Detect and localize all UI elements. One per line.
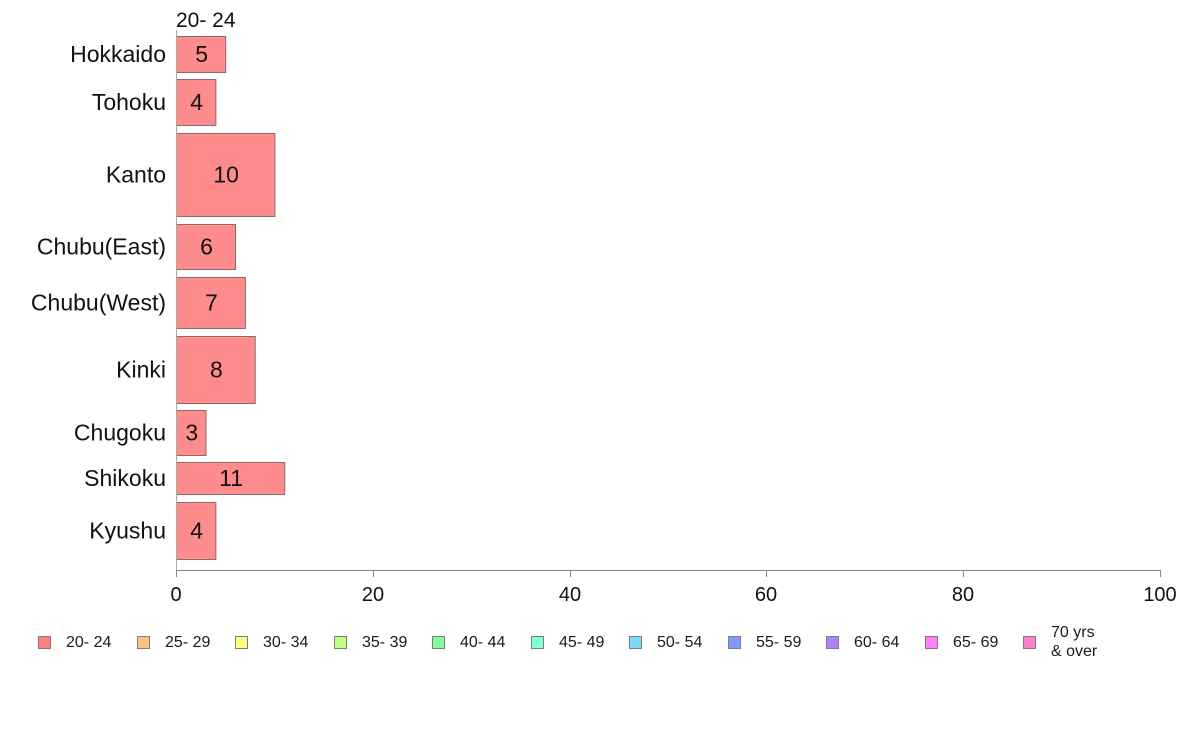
category-label: Chubu(West) (31, 290, 166, 316)
legend-swatch (1023, 635, 1036, 649)
legend-swatch (629, 635, 642, 649)
legend-item: 40- 44 (432, 622, 505, 662)
legend-swatch (432, 635, 445, 649)
bar (176, 133, 276, 217)
legend-label: 45- 49 (559, 633, 605, 651)
legend-label: 60- 64 (854, 633, 900, 651)
bar (176, 36, 227, 73)
legend: 20- 24 25- 29 30- 34 35- 39 40- 44 45- 49 50- … (38, 622, 1178, 662)
legend-item: 25- 29 (137, 622, 210, 662)
data-label: 10 (213, 162, 239, 188)
data-label: 11 (219, 465, 243, 491)
data-label: 4 (190, 518, 203, 544)
legend-label: 70 yrs & over (1051, 624, 1098, 660)
category-label: Tohoku (92, 89, 166, 115)
legend-label: 35- 39 (362, 633, 408, 651)
x-tick-label: 80 (952, 584, 974, 606)
legend-swatch (38, 635, 51, 649)
bars-layer: Hokkaido 5 Tohoku 4 Kanto 10 Chubu(East) 6 Chubu… (31, 36, 286, 560)
legend-swatch (235, 635, 248, 649)
x-tick-label: 60 (755, 584, 777, 606)
data-label: 4 (190, 89, 203, 115)
legend-label: 20- 24 (66, 633, 112, 651)
legend-label: 50- 54 (657, 633, 703, 651)
legend-swatch (137, 635, 150, 649)
legend-item: 35- 39 (334, 622, 407, 662)
legend-label: 55- 59 (756, 633, 802, 651)
legend-swatch (334, 635, 347, 649)
category-label: Kinki (116, 357, 166, 383)
legend-swatch (531, 635, 544, 649)
legend-swatch (826, 635, 839, 649)
category-label: Kanto (106, 162, 166, 188)
legend-label: 25- 29 (165, 633, 211, 651)
data-label: 8 (210, 357, 223, 383)
legend-label: 65- 69 (953, 633, 999, 651)
category-label: Chubu(East) (37, 234, 166, 260)
category-label: Hokkaido (70, 41, 166, 67)
legend-swatch (728, 635, 741, 649)
category-label: Kyushu (89, 518, 166, 544)
chart-title: 20- 24 (176, 9, 236, 32)
legend-label: 30- 34 (263, 633, 309, 651)
bar (176, 336, 256, 404)
legend-item: 30- 34 (235, 622, 308, 662)
x-tick-label: 40 (559, 584, 581, 606)
legend-item: 60- 64 (826, 622, 899, 662)
legend-item: 55- 59 (728, 622, 801, 662)
legend-item: 45- 49 (531, 622, 604, 662)
x-axis: 0 20 40 60 80 100 (170, 30, 1177, 606)
legend-label: 40- 44 (460, 633, 506, 651)
legend-item: 50- 54 (629, 622, 702, 662)
legend-item: 70 yrs & over (1023, 622, 1097, 662)
data-label: 7 (205, 290, 218, 316)
bar (176, 462, 286, 495)
bar (176, 79, 217, 126)
legend-item: 20- 24 (38, 622, 111, 662)
category-label: Shikoku (84, 465, 166, 491)
x-tick-label: 20 (362, 584, 384, 606)
bar (176, 502, 217, 560)
data-label: 6 (200, 234, 213, 260)
data-label: 3 (185, 420, 198, 446)
category-label: Chugoku (74, 420, 166, 446)
x-tick-label: 0 (170, 584, 181, 606)
legend-item: 65- 69 (925, 622, 998, 662)
x-tick-label: 100 (1143, 584, 1176, 606)
legend-swatch (925, 635, 938, 649)
bar (176, 224, 237, 270)
data-label: 5 (195, 41, 208, 67)
